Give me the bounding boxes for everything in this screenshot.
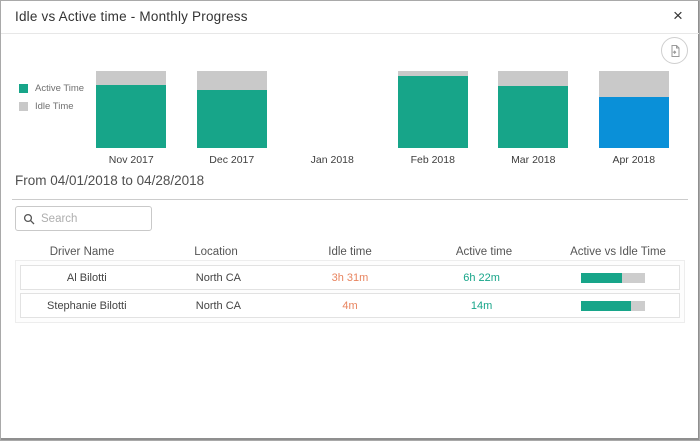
idle-segment xyxy=(498,71,569,87)
month-label: Mar 2018 xyxy=(511,154,556,166)
month-bar[interactable] xyxy=(196,71,267,148)
ratio-track xyxy=(581,272,646,283)
chart-month-slot: Dec 2017 xyxy=(182,71,283,171)
month-bar[interactable] xyxy=(96,71,167,148)
chart-month-slot: Mar 2018 xyxy=(483,71,584,171)
export-report-icon xyxy=(668,44,682,58)
period-label: From 04/01/2018 to 04/28/2018 xyxy=(15,173,205,188)
month-bar[interactable] xyxy=(397,71,468,148)
legend-item: Active Time xyxy=(19,83,84,94)
legend-item: Idle Time xyxy=(19,101,84,112)
location-cell: North CA xyxy=(195,299,242,312)
legend-swatch xyxy=(19,84,28,93)
dialog-title: Idle vs Active time - Monthly Progress xyxy=(15,9,248,24)
idle-segment xyxy=(397,71,468,77)
table-header-row: Driver Name Location Idle time Active time A… xyxy=(15,242,685,262)
active-segment xyxy=(397,76,468,148)
month-label: Apr 2018 xyxy=(612,154,656,166)
active-segment xyxy=(196,90,267,148)
month-label: Nov 2017 xyxy=(108,154,154,166)
column-header: Active vs Idle Time xyxy=(570,246,666,258)
column-header: Driver Name xyxy=(49,246,115,258)
month-label: Dec 2017 xyxy=(209,154,255,166)
monthly-stacked-bar-chart: Nov 2017 Dec 2017 Jan 2018 Feb 2018 Mar 2018… xyxy=(81,71,684,171)
table-row: Stephanie Bilotti North CA 4m 14m xyxy=(20,293,680,318)
column-header: Active time xyxy=(455,246,513,258)
active-vs-idle-cell xyxy=(547,300,679,311)
idle-time-cell: 3h 31m xyxy=(331,271,369,284)
active-segment xyxy=(498,86,569,148)
chart-month-slot: Nov 2017 xyxy=(81,71,182,171)
table-row: Al Bilotti North CA 3h 31m 6h 22m xyxy=(20,265,680,290)
idle-segment xyxy=(96,71,167,85)
search-icon xyxy=(23,213,35,225)
active-segment xyxy=(598,97,669,148)
active-vs-idle-cell xyxy=(547,272,679,283)
idle-time-cell: 4m xyxy=(342,299,358,312)
month-label: Feb 2018 xyxy=(410,154,455,166)
ratio-fill xyxy=(581,300,632,311)
column-header: Location xyxy=(194,246,238,258)
chart-month-slot: Jan 2018 xyxy=(282,71,383,171)
idle-segment xyxy=(196,71,267,91)
legend-label: Idle Time xyxy=(35,101,74,112)
close-icon[interactable]: × xyxy=(673,6,683,25)
search-box[interactable] xyxy=(15,206,152,231)
export-button[interactable] xyxy=(661,37,688,64)
ratio-track xyxy=(581,300,646,311)
column-header: Idle time xyxy=(328,246,372,258)
chart-month-slot: Apr 2018 xyxy=(584,71,685,171)
month-bar xyxy=(297,71,367,148)
active-time-cell: 14m xyxy=(470,299,493,312)
legend-swatch xyxy=(19,102,28,111)
month-bar[interactable] xyxy=(498,71,569,148)
month-bar[interactable] xyxy=(598,71,669,148)
section-divider xyxy=(12,199,688,200)
chart-month-slot: Feb 2018 xyxy=(383,71,484,171)
legend-label: Active Time xyxy=(35,83,85,94)
active-time-cell: 6h 22m xyxy=(463,271,500,284)
location-cell: North CA xyxy=(195,271,242,284)
idle-segment xyxy=(598,71,669,98)
search-input[interactable] xyxy=(41,212,144,225)
driver-name-cell: Stephanie Bilotti xyxy=(47,299,127,312)
active-segment xyxy=(96,84,167,148)
driver-name-cell: Al Bilotti xyxy=(66,271,107,284)
dialog-header: Idle vs Active time - Monthly Progress × xyxy=(1,1,699,34)
driver-table-body: Al Bilotti North CA 3h 31m 6h 22m Stephanie … xyxy=(15,260,685,323)
chart-legend: Active Time Idle Time xyxy=(19,83,84,119)
ratio-fill xyxy=(581,272,623,283)
month-label: Jan 2018 xyxy=(310,154,354,166)
